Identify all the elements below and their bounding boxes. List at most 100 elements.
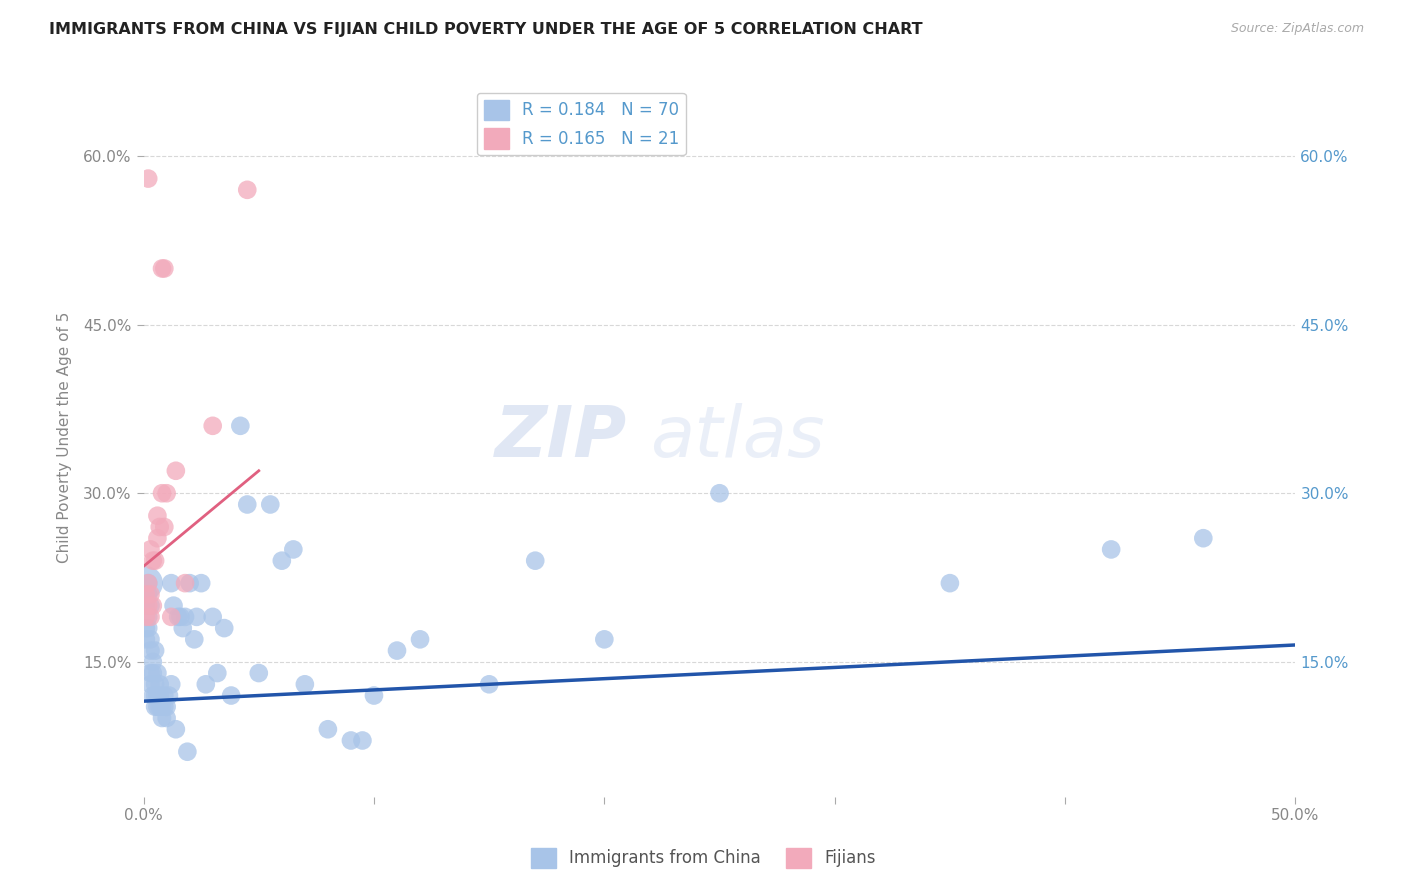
- Point: [149, 677, 172, 691]
- Point: [190, 576, 212, 591]
- Point: [270, 554, 292, 568]
- Point: [153, 699, 176, 714]
- Point: [524, 554, 547, 568]
- Point: [150, 699, 173, 714]
- Point: [212, 621, 235, 635]
- Point: [186, 610, 208, 624]
- Point: [179, 576, 201, 591]
- Point: [139, 677, 162, 691]
- Point: [136, 171, 159, 186]
- Point: [146, 666, 169, 681]
- Point: [146, 531, 169, 545]
- Point: [156, 699, 179, 714]
- Point: [150, 711, 173, 725]
- Point: [136, 587, 159, 601]
- Point: [316, 723, 339, 737]
- Point: [478, 677, 501, 691]
- Point: [363, 689, 385, 703]
- Point: [150, 486, 173, 500]
- Point: [352, 733, 374, 747]
- Text: atlas: atlas: [651, 402, 825, 472]
- Point: [136, 599, 159, 613]
- Point: [156, 486, 179, 500]
- Point: [146, 508, 169, 523]
- Point: [135, 576, 157, 591]
- Point: [139, 643, 162, 657]
- Point: [139, 587, 162, 601]
- Point: [165, 723, 187, 737]
- Point: [142, 554, 165, 568]
- Point: [142, 689, 165, 703]
- Point: [135, 621, 157, 635]
- Point: [160, 677, 183, 691]
- Point: [229, 418, 252, 433]
- Point: [385, 643, 408, 657]
- Point: [247, 666, 270, 681]
- Point: [142, 655, 165, 669]
- Point: [135, 610, 157, 624]
- Point: [219, 689, 242, 703]
- Point: [709, 486, 731, 500]
- Legend: R = 0.184   N = 70, R = 0.165   N = 21: R = 0.184 N = 70, R = 0.165 N = 21: [477, 93, 686, 155]
- Point: [174, 576, 197, 591]
- Point: [139, 632, 162, 647]
- Point: [294, 677, 316, 691]
- Text: ZIP: ZIP: [495, 402, 627, 472]
- Point: [146, 699, 169, 714]
- Point: [135, 632, 157, 647]
- Text: Source: ZipAtlas.com: Source: ZipAtlas.com: [1230, 22, 1364, 36]
- Point: [136, 621, 159, 635]
- Point: [143, 689, 166, 703]
- Point: [207, 666, 229, 681]
- Point: [135, 587, 157, 601]
- Point: [176, 745, 198, 759]
- Point: [139, 599, 162, 613]
- Point: [153, 689, 176, 703]
- Point: [149, 699, 172, 714]
- Point: [150, 261, 173, 276]
- Point: [165, 464, 187, 478]
- Point: [143, 554, 166, 568]
- Point: [153, 520, 176, 534]
- Point: [143, 643, 166, 657]
- Point: [167, 610, 190, 624]
- Point: [149, 520, 172, 534]
- Point: [143, 677, 166, 691]
- Point: [409, 632, 432, 647]
- Point: [146, 689, 169, 703]
- Point: [139, 666, 162, 681]
- Point: [1099, 542, 1122, 557]
- Point: [340, 733, 363, 747]
- Point: [160, 576, 183, 591]
- Point: [139, 610, 162, 624]
- Point: [259, 498, 281, 512]
- Point: [174, 610, 197, 624]
- Point: [156, 711, 179, 725]
- Point: [136, 576, 159, 591]
- Point: [201, 418, 224, 433]
- Point: [194, 677, 217, 691]
- Point: [142, 666, 165, 681]
- Point: [201, 610, 224, 624]
- Point: [593, 632, 616, 647]
- Point: [139, 542, 162, 557]
- Point: [162, 599, 184, 613]
- Point: [160, 610, 183, 624]
- Point: [283, 542, 305, 557]
- Point: [157, 689, 180, 703]
- Point: [236, 498, 259, 512]
- Point: [169, 610, 191, 624]
- Point: [183, 632, 205, 647]
- Point: [1192, 531, 1215, 545]
- Point: [135, 599, 157, 613]
- Point: [939, 576, 962, 591]
- Point: [143, 699, 166, 714]
- Point: [172, 621, 194, 635]
- Y-axis label: Child Poverty Under the Age of 5: Child Poverty Under the Age of 5: [58, 311, 72, 563]
- Point: [136, 610, 159, 624]
- Legend: Immigrants from China, Fijians: Immigrants from China, Fijians: [524, 841, 882, 875]
- Text: IMMIGRANTS FROM CHINA VS FIJIAN CHILD POVERTY UNDER THE AGE OF 5 CORRELATION CHA: IMMIGRANTS FROM CHINA VS FIJIAN CHILD PO…: [49, 22, 922, 37]
- Point: [149, 689, 172, 703]
- Point: [136, 576, 159, 591]
- Point: [153, 261, 176, 276]
